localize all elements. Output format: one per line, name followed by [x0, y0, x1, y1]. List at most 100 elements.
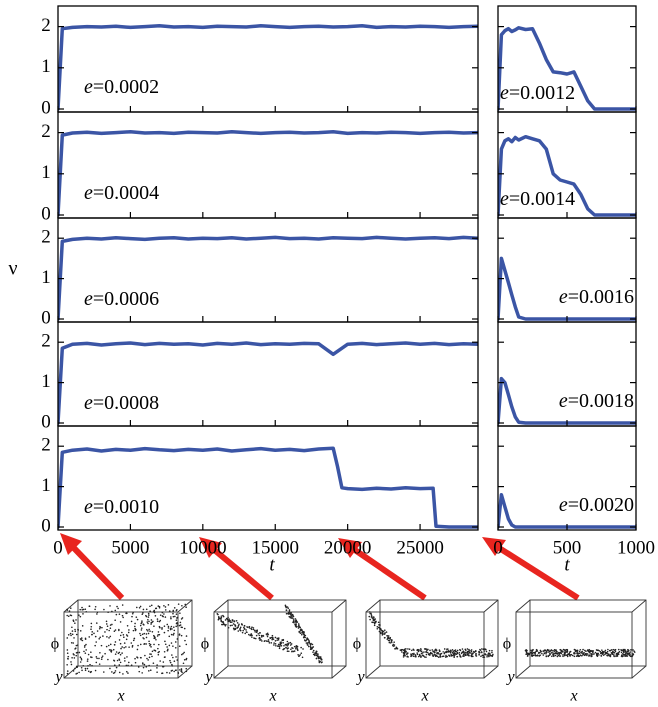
inset-particle — [456, 649, 459, 652]
inset-particle — [255, 629, 258, 632]
inset-particle — [148, 656, 151, 659]
inset-particle — [422, 655, 425, 657]
inset-particle — [596, 654, 599, 657]
inset-particle — [600, 652, 602, 655]
inset-particle — [217, 618, 220, 620]
inset-particle — [164, 643, 167, 646]
panel-label-symbol: e — [84, 182, 93, 204]
inset-particle — [425, 656, 427, 658]
inset-particle — [154, 607, 157, 610]
inset-particle — [111, 623, 113, 626]
inset-particle — [428, 654, 431, 656]
inset-particle — [84, 644, 86, 647]
inset-particle — [626, 654, 628, 657]
inset-particle — [289, 641, 292, 644]
inset-particle — [74, 648, 76, 650]
inset-particle — [482, 654, 484, 657]
inset-particle — [451, 651, 454, 654]
inset-particle — [122, 616, 124, 619]
inset-particle — [305, 639, 307, 642]
inset-particle — [140, 657, 142, 659]
inset-particle — [96, 657, 98, 660]
inset-particle — [439, 653, 441, 656]
inset-particle — [293, 650, 296, 652]
inset-particle — [85, 643, 87, 646]
inset-particle — [173, 629, 176, 632]
inset-particle — [134, 628, 137, 631]
inset-particle — [274, 643, 277, 645]
inset-particle — [581, 650, 583, 653]
inset-particle — [232, 623, 235, 625]
inset-particle — [170, 617, 172, 620]
inset-particle — [106, 628, 108, 631]
inset-particle — [525, 649, 527, 651]
inset-particle — [257, 632, 260, 635]
inset-z-label: ϕ — [503, 636, 511, 653]
inset-particle — [255, 634, 258, 637]
inset-particle — [108, 649, 111, 651]
inset-particle — [438, 650, 441, 653]
inset-particle — [599, 650, 602, 653]
inset-particle — [604, 649, 607, 652]
inset-particle — [419, 648, 422, 650]
inset-particle — [410, 654, 413, 657]
inset-particle — [147, 630, 149, 632]
inset-particle — [163, 650, 166, 653]
inset-particle — [438, 649, 441, 651]
inset-particle — [174, 641, 177, 643]
inset-particle — [121, 646, 123, 648]
inset-particle — [276, 637, 278, 640]
inset-particle — [83, 650, 85, 653]
inset-box-edge — [631, 665, 647, 679]
inset-particle — [283, 647, 286, 650]
inset-particle — [86, 660, 89, 662]
inset-particle — [320, 661, 323, 664]
inset-particle — [95, 641, 97, 643]
inset-particle — [297, 627, 300, 629]
inset-particle — [175, 619, 178, 622]
inset-particle — [159, 614, 162, 616]
inset-particle — [142, 612, 144, 614]
inset-particle — [552, 653, 554, 656]
inset-particle — [262, 634, 264, 637]
arrows — [60, 533, 580, 601]
inset-particle — [125, 646, 127, 648]
inset-particle — [585, 650, 587, 653]
panel-label-symbol: e — [559, 494, 568, 516]
inset-particle — [443, 652, 446, 655]
inset-particle — [131, 646, 134, 648]
inset-particle — [423, 648, 426, 650]
inset-particle — [66, 614, 68, 617]
inset-particle — [466, 648, 469, 650]
inset-particle — [84, 608, 87, 611]
inset-particle — [90, 651, 92, 653]
arrow — [69, 543, 125, 601]
inset-particle — [620, 648, 622, 651]
inset-particle — [383, 633, 385, 635]
inset-particle — [185, 658, 188, 661]
inset-particle — [279, 641, 282, 644]
inset-particle — [134, 657, 136, 660]
inset-particle — [222, 622, 225, 624]
inset-particle — [147, 612, 150, 615]
inset-particle — [95, 661, 98, 664]
inset-particle — [580, 652, 583, 654]
inset-particle — [109, 635, 112, 638]
inset-particle — [136, 648, 139, 651]
inset-particle — [126, 635, 129, 637]
inset-particle — [629, 651, 632, 653]
inset-particle — [466, 653, 469, 656]
inset-particle — [526, 655, 529, 657]
inset-particle — [167, 625, 170, 628]
inset-particle — [166, 623, 169, 626]
plot-area — [58, 341, 478, 425]
inset-particle — [66, 649, 69, 651]
inset-particle — [426, 651, 429, 654]
inset-particle — [109, 605, 111, 607]
inset-particle — [548, 654, 551, 657]
inset-particle — [84, 669, 87, 672]
inset-particle — [311, 643, 314, 646]
inset-particle — [458, 653, 461, 656]
inset-particle — [122, 673, 124, 675]
inset-particle — [139, 634, 142, 637]
